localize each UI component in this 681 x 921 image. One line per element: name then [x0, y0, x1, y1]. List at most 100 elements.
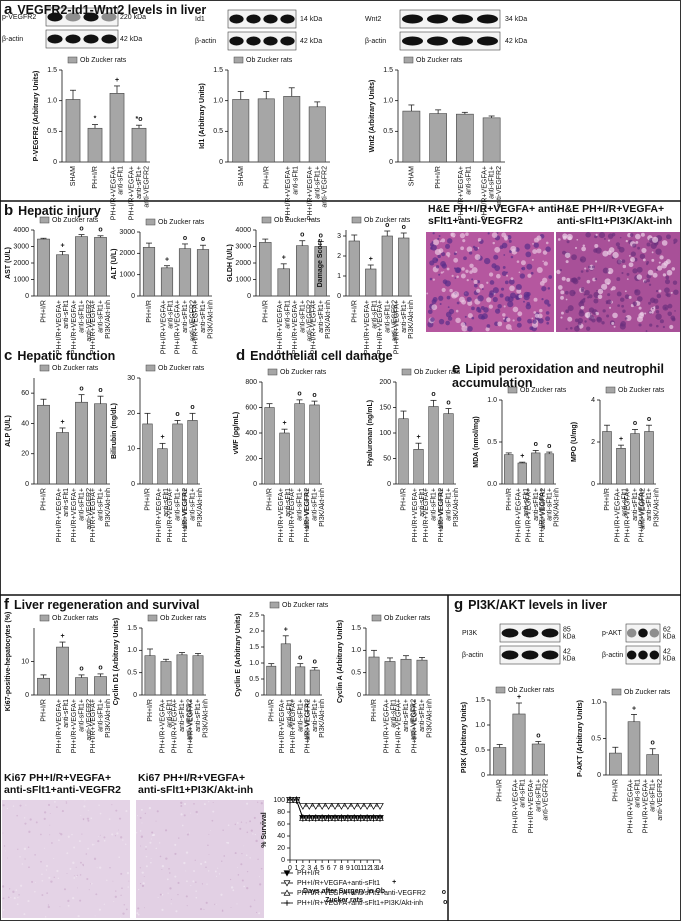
x-tick-label: 2 [301, 865, 305, 872]
x-tick-label: PH+I/R+VEGFA+anti-sFlt1 [285, 166, 299, 220]
x-tick-label: PH+I/R+VEGFA+anti-sFlt1+anti-VEGFR2 [290, 699, 312, 753]
micrograph-texture [237, 822, 239, 824]
micrograph-texture [77, 915, 80, 918]
micrograph-texture [127, 886, 130, 888]
bar [413, 449, 424, 485]
micrograph-texture [241, 853, 243, 855]
bar [279, 432, 290, 485]
image-title: Ki67 PH+I/R+VEGFA+ anti-sFlt1+anti-VEGFR… [4, 772, 121, 796]
micrograph-texture [15, 889, 18, 891]
x-tick-label: PH+I/R+VEGFA+anti-sFlt1 [56, 699, 70, 753]
micrograph-texture [622, 309, 626, 313]
x-tick-label: PH+I/R+VEGFA+anti-sFlt1+PI3K/Akt-inh [182, 488, 204, 542]
micrograph-texture [47, 905, 50, 909]
micrograph-texture [512, 319, 515, 322]
blot-band [101, 12, 117, 22]
micrograph-texture [16, 814, 18, 817]
legend-marker [283, 889, 291, 896]
micrograph-texture [665, 259, 671, 265]
micrograph-texture [16, 903, 19, 906]
x-tick-label: PH+I/R+VEGFA+anti-sFlt1+anti-VEGFR2 [171, 699, 193, 753]
micrograph-texture [496, 273, 501, 279]
micrograph-texture [670, 291, 673, 294]
x-tick-label: PH+I/R+VEGFA+anti-sFlt1+anti-VEGFR2 [624, 488, 646, 542]
micrograph-texture [446, 238, 453, 244]
micrograph-texture [478, 313, 484, 320]
y-axis-label: MPO (U/mg) [571, 422, 578, 462]
micrograph-texture [245, 822, 247, 824]
micrograph-texture [447, 306, 450, 308]
legend-swatch [611, 688, 622, 696]
micrograph-texture [80, 861, 82, 864]
micrograph-texture [494, 265, 501, 271]
y-tick-label: 0 [25, 293, 29, 300]
y-tick-label: 0 [25, 692, 29, 699]
micrograph-texture [635, 241, 639, 244]
bar [56, 432, 69, 485]
panel-header: e Lipid peroxidation and neutrophil accum… [452, 361, 677, 390]
micrograph-texture [19, 855, 21, 858]
legend-label: Ob Zucker rats [158, 219, 205, 226]
bar [144, 655, 156, 696]
micrograph-texture [437, 237, 440, 240]
micrograph-texture [115, 890, 117, 892]
blot-band [521, 650, 539, 660]
bar [109, 93, 125, 163]
significance-mark: + [60, 633, 64, 640]
micrograph-texture [503, 235, 509, 240]
micrograph-texture [243, 885, 246, 888]
micrograph-texture [5, 850, 7, 852]
blot-strip [45, 7, 119, 27]
significance-mark: o [431, 391, 435, 398]
micrograph-texture [65, 802, 68, 804]
micrograph-texture [569, 289, 576, 297]
micrograph-texture [2, 832, 4, 834]
micrograph-texture [199, 908, 203, 911]
panel-letter: a [4, 1, 13, 18]
blot-band [541, 650, 559, 660]
significance-mark: o [98, 227, 102, 234]
bar [296, 245, 309, 297]
micrograph-texture [152, 833, 156, 837]
significance-mark: + [619, 436, 623, 443]
micrograph [2, 800, 130, 918]
micrograph-texture [143, 876, 145, 878]
micrograph-texture [446, 295, 451, 300]
y-tick-label: 1.0 [127, 647, 137, 654]
micrograph-texture [502, 313, 506, 317]
y-axis-label: MDA (nmol/mg) [473, 416, 480, 467]
micrograph-texture [583, 297, 586, 301]
micrograph-bg [2, 800, 130, 918]
micrograph-texture [543, 261, 548, 266]
micrograph-texture [60, 833, 63, 836]
bar [277, 268, 290, 297]
micrograph-texture [560, 290, 565, 295]
x-tick-label: PH+I/R+VEGFA+anti-sFlt1+anti-VEGFR2 [377, 300, 399, 354]
micrograph-texture [246, 831, 249, 834]
y-tick-label: 2 [337, 253, 341, 260]
micrograph-texture [669, 324, 674, 330]
micrograph-texture [118, 856, 120, 858]
micrograph-texture [240, 863, 243, 866]
micrograph-texture [480, 306, 485, 310]
significance-mark: + [60, 419, 64, 426]
blot-label: β-actin [365, 38, 386, 45]
bar [381, 235, 393, 297]
y-axis-label: P-AKT (Arbitrary Units) [577, 700, 584, 777]
panel-header: g PI3K/AKT levels in liver [454, 597, 607, 612]
blot-strip [399, 31, 501, 51]
bar [531, 452, 541, 485]
marker [293, 796, 300, 804]
micrograph-texture [141, 884, 145, 888]
y-tick-label: 0 [481, 772, 485, 779]
significance-mark: o [443, 899, 447, 906]
micrograph-texture [189, 832, 190, 834]
y-axis-label: Cyclin A (Arbitrary Units) [337, 620, 344, 703]
significance-mark: + [520, 453, 524, 460]
micrograph-texture [632, 301, 637, 306]
y-tick-label: 60 [277, 821, 285, 828]
micrograph-texture [560, 316, 563, 319]
x-tick-label: PH+I/R+VEGFA+anti-sFlt1+anti-VEGFR2 [528, 779, 550, 833]
micrograph-texture [426, 292, 429, 295]
